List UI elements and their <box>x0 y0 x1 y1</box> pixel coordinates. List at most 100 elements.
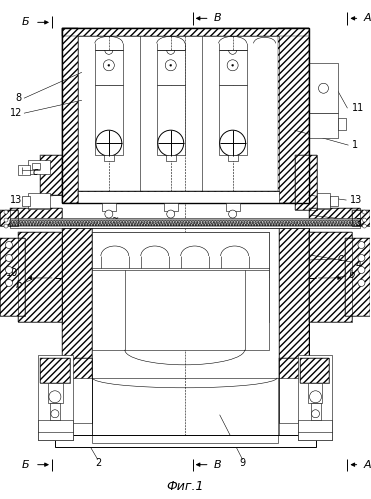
Bar <box>95 50 123 85</box>
Bar <box>279 228 309 443</box>
Circle shape <box>158 130 184 156</box>
Bar <box>10 208 62 226</box>
Bar <box>166 155 176 161</box>
Bar <box>95 85 123 155</box>
Circle shape <box>275 222 276 224</box>
Bar <box>62 228 309 443</box>
Circle shape <box>303 222 304 224</box>
Bar <box>62 378 309 443</box>
Bar <box>92 232 269 322</box>
Circle shape <box>96 130 122 156</box>
Circle shape <box>170 64 172 66</box>
Bar <box>10 220 361 226</box>
Circle shape <box>4 210 8 214</box>
Circle shape <box>311 222 312 224</box>
Circle shape <box>195 222 197 224</box>
Circle shape <box>315 222 316 224</box>
Bar <box>295 155 316 210</box>
Circle shape <box>6 242 13 249</box>
Circle shape <box>232 64 234 66</box>
Bar <box>55 435 315 447</box>
Circle shape <box>239 222 240 224</box>
Circle shape <box>355 222 356 224</box>
Circle shape <box>167 210 175 218</box>
Circle shape <box>139 222 141 224</box>
Text: В: В <box>214 13 221 23</box>
Circle shape <box>229 210 237 218</box>
Text: c: c <box>338 253 343 263</box>
Bar <box>10 220 361 226</box>
Circle shape <box>283 222 284 224</box>
Circle shape <box>358 242 365 249</box>
Bar <box>308 383 322 403</box>
Circle shape <box>271 222 272 224</box>
Circle shape <box>123 222 125 224</box>
Bar <box>38 355 73 440</box>
Bar <box>279 358 309 423</box>
Bar <box>164 203 178 211</box>
Bar <box>0 210 18 226</box>
Bar <box>0 210 18 226</box>
Circle shape <box>159 222 161 224</box>
Circle shape <box>215 222 216 224</box>
Circle shape <box>51 410 59 418</box>
Circle shape <box>15 222 17 224</box>
Circle shape <box>115 222 116 224</box>
Circle shape <box>295 222 296 224</box>
Circle shape <box>183 222 184 224</box>
Circle shape <box>71 222 73 224</box>
Circle shape <box>155 222 157 224</box>
Circle shape <box>59 222 61 224</box>
Bar <box>309 208 361 226</box>
Bar <box>345 238 370 316</box>
Text: 9: 9 <box>240 458 246 468</box>
Bar <box>18 232 62 322</box>
Circle shape <box>127 222 129 224</box>
Circle shape <box>199 222 200 224</box>
Circle shape <box>83 222 85 224</box>
Circle shape <box>343 222 344 224</box>
Text: 10: 10 <box>6 268 18 278</box>
Bar <box>22 196 30 206</box>
Circle shape <box>131 222 132 224</box>
Circle shape <box>263 222 265 224</box>
Circle shape <box>108 64 110 66</box>
Bar <box>316 193 331 209</box>
Circle shape <box>39 222 41 224</box>
Circle shape <box>167 222 168 224</box>
Circle shape <box>51 222 53 224</box>
Bar <box>62 28 309 36</box>
Circle shape <box>171 222 173 224</box>
Text: 11: 11 <box>351 103 364 113</box>
Bar <box>18 165 30 175</box>
Bar <box>40 358 70 383</box>
Text: с: с <box>33 167 38 177</box>
Text: 13: 13 <box>349 195 362 205</box>
Bar <box>309 208 361 226</box>
Circle shape <box>6 279 13 286</box>
Circle shape <box>335 222 336 224</box>
Circle shape <box>219 222 220 224</box>
Circle shape <box>47 222 49 224</box>
Circle shape <box>211 222 213 224</box>
Bar <box>0 238 25 316</box>
Text: 12: 12 <box>10 108 22 118</box>
Circle shape <box>87 222 89 224</box>
Text: 3: 3 <box>355 218 362 228</box>
Circle shape <box>187 222 188 224</box>
Circle shape <box>287 222 288 224</box>
Circle shape <box>358 279 365 286</box>
Circle shape <box>4 224 8 228</box>
Bar <box>50 403 60 420</box>
Bar <box>352 210 370 226</box>
Circle shape <box>119 222 121 224</box>
Circle shape <box>279 222 280 224</box>
Bar <box>28 160 50 174</box>
Circle shape <box>63 222 65 224</box>
Circle shape <box>220 130 246 156</box>
Circle shape <box>165 60 176 71</box>
Bar <box>295 155 316 210</box>
Circle shape <box>299 222 301 224</box>
Circle shape <box>4 218 8 222</box>
Bar <box>48 383 63 403</box>
